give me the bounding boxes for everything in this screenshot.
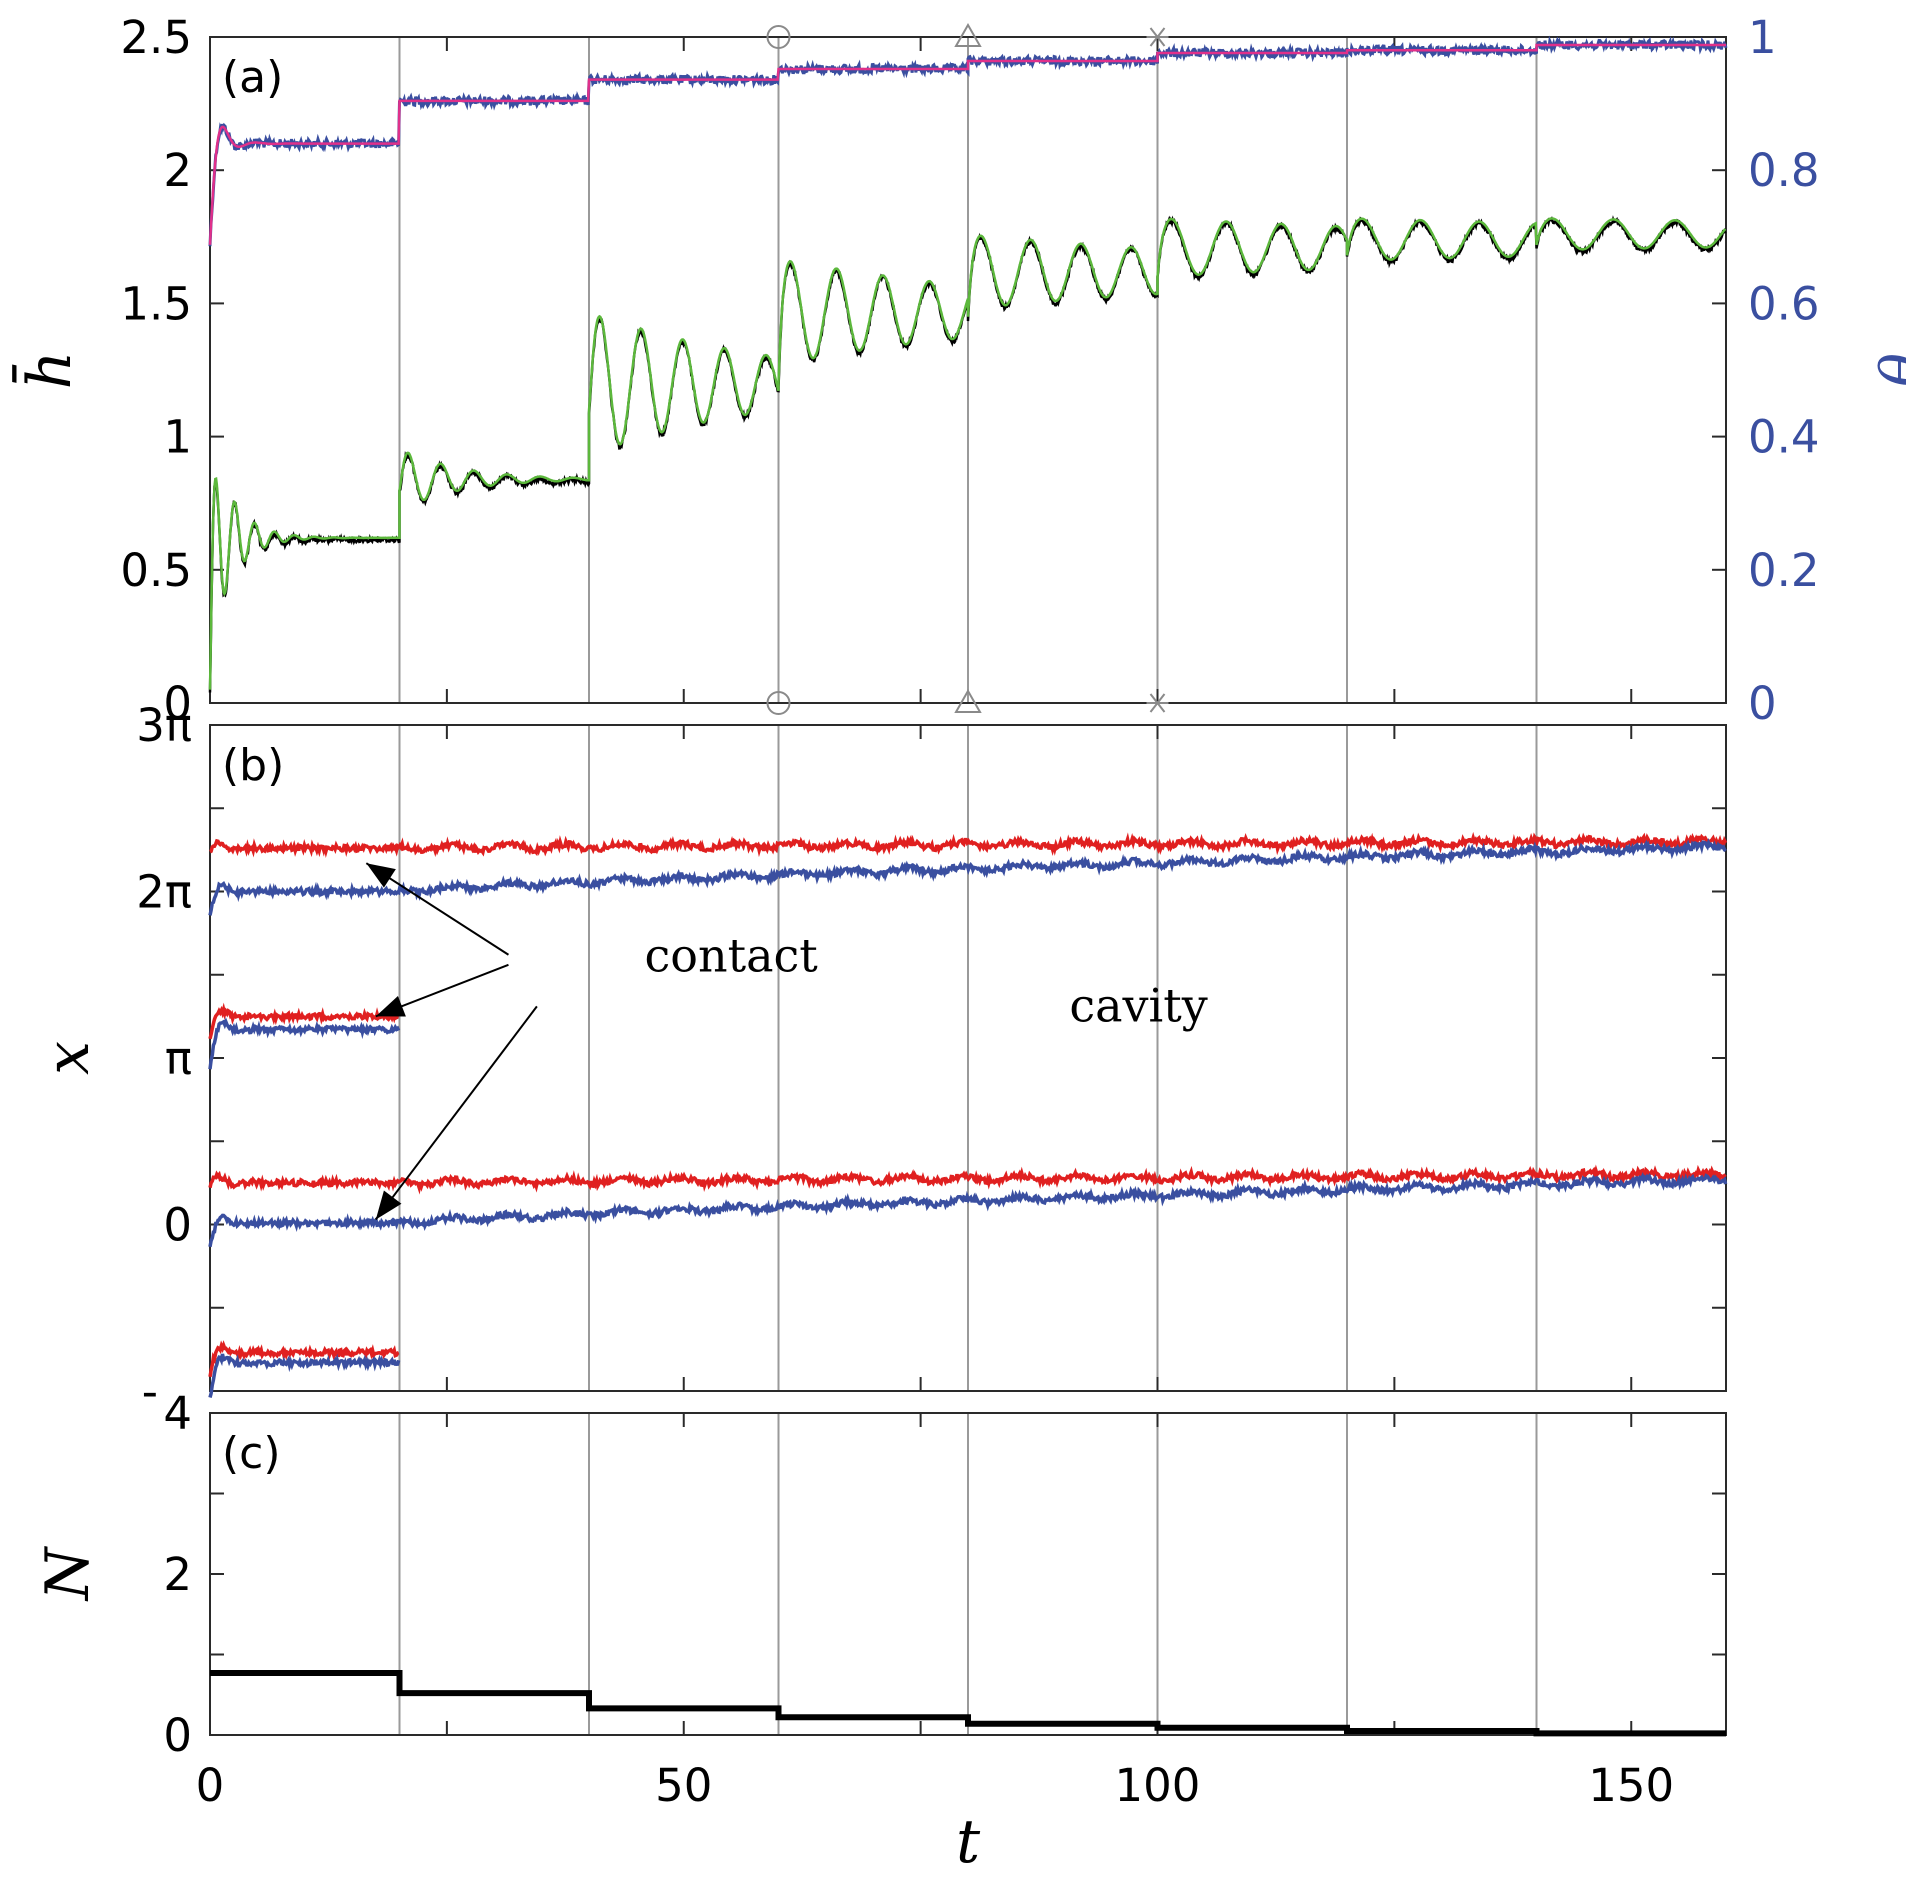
trajectory-4 xyxy=(208,1164,1727,1195)
trajectory-7 xyxy=(208,1353,401,1398)
y-tick-label-right: 0.2 xyxy=(1748,544,1820,597)
y-tick-label-right: 0.4 xyxy=(1748,411,1820,464)
y-axis-label: h̄ xyxy=(12,351,85,390)
marker-triangle-top xyxy=(954,22,982,47)
trajectory-5 xyxy=(208,1172,1728,1248)
panel-a: (a) 0 0.5 1 1.5 2 2.5 0 0.2 0.4 0.6 0.8 1 h̄ θ xyxy=(12,11,1906,730)
y-tick-label-clipped: - xyxy=(142,1365,158,1418)
panel-label: (c) xyxy=(222,1428,281,1479)
y-tick-label: 0 xyxy=(163,1199,192,1252)
y-tick-label: π xyxy=(165,1032,192,1085)
y-tick-label-right: 0 xyxy=(1748,677,1777,730)
panel-b: (b) 0 π 2π 3π - contact cavity x xyxy=(33,699,1728,1418)
y-axis-label-right: θ xyxy=(1864,353,1906,387)
y-tick-label: 3π xyxy=(136,699,192,752)
y-tick-label-right: 0.8 xyxy=(1748,144,1820,197)
trajectory-6 xyxy=(208,1340,400,1378)
arrow-shaft xyxy=(365,862,510,956)
plot-frame xyxy=(209,36,1727,704)
trajectory-2 xyxy=(208,1002,400,1040)
y-tick-label: 2π xyxy=(136,866,192,919)
y-tick-label: 0 xyxy=(163,1709,192,1762)
trajectory-0 xyxy=(209,831,1728,858)
annotation-arrow-0 xyxy=(365,862,510,956)
marker-circle-top xyxy=(766,25,791,49)
y-tick-label-right: 1 xyxy=(1748,11,1777,64)
annotation-cavity: cavity xyxy=(1069,978,1207,1032)
y-tick-label: 2.5 xyxy=(120,11,192,64)
y-tick-label: 2 xyxy=(163,144,192,197)
arrow-head xyxy=(375,1190,402,1220)
series-hbar xyxy=(208,217,1727,690)
series-N xyxy=(210,1670,1726,1737)
y-tick-label: 0 xyxy=(163,677,192,730)
marker-asterisk-bottom xyxy=(1146,693,1169,713)
asterisk-stroke xyxy=(1149,27,1166,47)
y-tick-label: 0.5 xyxy=(120,544,192,597)
panel-label: (b) xyxy=(222,740,284,791)
arrow-head xyxy=(366,863,396,888)
y-tick-label: 2 xyxy=(163,1548,192,1601)
annotation-arrow-1 xyxy=(375,963,509,1018)
y-tick-label-right: 0.6 xyxy=(1748,277,1820,330)
trajectory-3 xyxy=(208,1017,401,1070)
series-theta xyxy=(208,43,1726,245)
panel-c: (c) 0 2 4 0 50 100 150 Nt xyxy=(33,1387,1727,1877)
y-tick-label: 4 xyxy=(163,1387,192,1440)
marker-triangle-bottom xyxy=(954,688,982,713)
y-axis-label: x xyxy=(33,1041,103,1075)
y-tick-label: 1 xyxy=(163,411,192,464)
marker-asterisk-top xyxy=(1146,27,1169,47)
x-axis-label: t xyxy=(956,1807,981,1877)
asterisk-stroke xyxy=(1149,693,1166,713)
x-tick-label: 0 xyxy=(196,1759,225,1812)
y-axis-label: N xyxy=(33,1545,103,1602)
x-tick-label: 100 xyxy=(1115,1759,1201,1812)
panel-label: (a) xyxy=(222,52,283,103)
x-tick-label: 150 xyxy=(1588,1759,1674,1812)
y-tick-label: 1.5 xyxy=(120,277,192,330)
arrow-head xyxy=(375,995,406,1017)
annotation-contact: contact xyxy=(645,928,819,982)
x-tick-label: 50 xyxy=(655,1759,712,1812)
trajectory-1 xyxy=(208,838,1727,916)
annotation-arrow-2 xyxy=(375,1005,538,1221)
series-theta-noise xyxy=(208,35,1728,247)
marker-circle-bottom xyxy=(766,691,791,715)
arrow-shaft xyxy=(375,1005,538,1221)
